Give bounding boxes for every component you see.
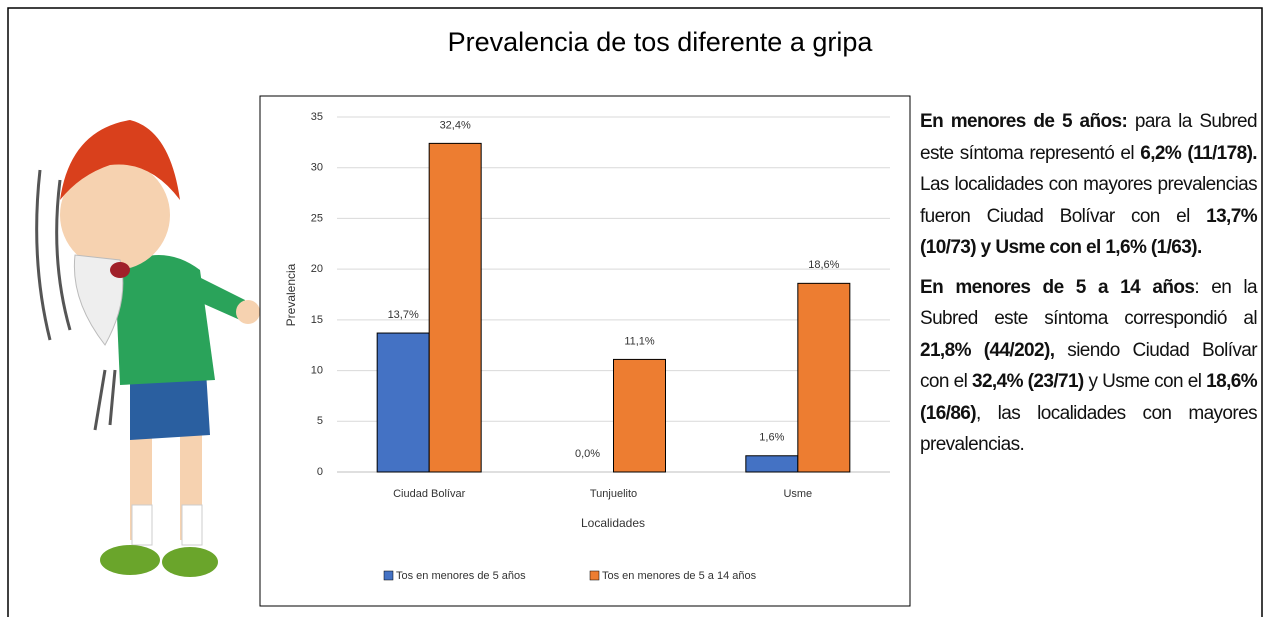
legend-label: Tos en menores de 5 a 14 años <box>602 570 757 582</box>
bar <box>376 332 430 473</box>
paragraph: En menores de 5 a 14 años: en la Subred … <box>920 272 1258 461</box>
legend-label: Tos en menores de 5 años <box>396 570 526 582</box>
frame <box>7 7 1263 617</box>
bar <box>745 455 799 473</box>
y-tick-label: 10 <box>311 364 323 376</box>
text-run: 6,2% (11/178). <box>1140 142 1257 164</box>
data-label: 18,6% <box>808 259 839 271</box>
x-tick-label: Tunjuelito <box>590 488 637 500</box>
y-tick-label: 15 <box>311 314 323 326</box>
text-run: siendo Ciudad Bolívar con el <box>920 339 1258 393</box>
boy-illustration <box>35 120 260 577</box>
text-run: 21,8% (44/202), <box>920 339 1055 361</box>
x-axis-label: Localidades <box>581 516 645 530</box>
legend-swatch <box>383 570 394 581</box>
data-label: 0,0% <box>575 448 600 460</box>
paragraph: En menores de 5 años: para la Subred est… <box>920 106 1258 264</box>
text-run: En menores de 5 años: <box>920 111 1128 132</box>
text-run: para la Subred este síntoma representó e… <box>920 111 1258 164</box>
data-label: 1,6% <box>759 432 784 444</box>
x-tick-label: Ciudad Bolívar <box>393 488 465 500</box>
y-tick-label: 5 <box>317 415 323 427</box>
bar <box>428 142 482 473</box>
text-run: Las localidades con mayores prevalencias… <box>920 174 1258 227</box>
text-run: , las localidades con mayores prevalenci… <box>920 402 1258 456</box>
data-label: 13,7% <box>388 309 419 321</box>
text-run: : en la Subred este síntoma correspondió… <box>920 276 1258 330</box>
text-run: 32,4% (23/71) <box>972 371 1084 392</box>
y-tick-label: 30 <box>311 162 323 174</box>
x-tick-label: Usme <box>783 488 812 500</box>
y-tick-label: 20 <box>311 263 323 275</box>
text-run: 18,6% (16/86) <box>920 371 1258 424</box>
data-label: 11,1% <box>624 335 655 347</box>
y-tick-label: 25 <box>311 212 323 224</box>
y-tick-label: 35 <box>311 111 323 123</box>
data-label: 32,4% <box>440 119 471 131</box>
text-run: En menores de 5 a 14 años <box>920 276 1195 298</box>
description: En menores de 5 años: para la Subred est… <box>920 106 1258 469</box>
legend-swatch <box>589 570 600 581</box>
title: Prevalencia de tos diferente a gripa <box>448 27 874 57</box>
text-run: y Usme con el <box>1083 371 1207 392</box>
y-axis-label: Prevalencia <box>284 263 298 326</box>
bar <box>797 282 851 473</box>
bar <box>613 358 666 473</box>
y-tick-label: 0 <box>317 466 323 478</box>
text-run: 13,7% (10/73) y Usme con el 1,6% (1/63). <box>920 205 1258 259</box>
